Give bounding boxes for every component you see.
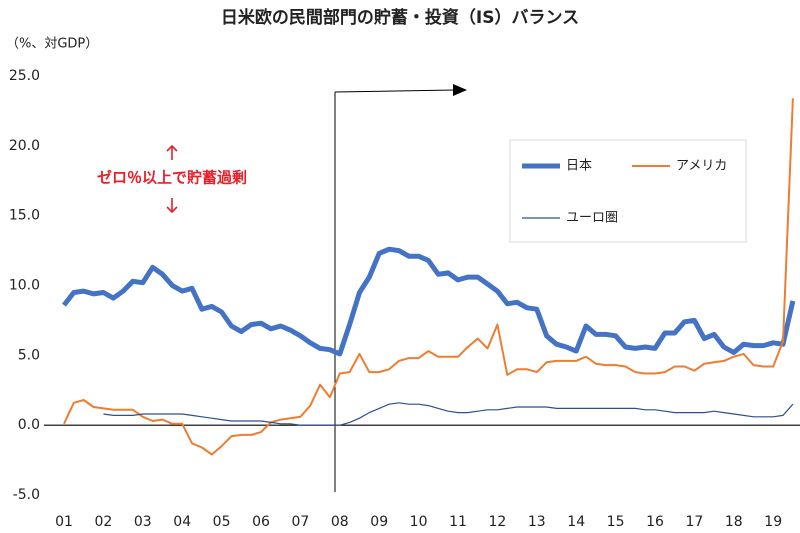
annotation: ゼロ％以上で貯蓄過剰 — [97, 169, 247, 187]
x-tick-label: 18 — [725, 514, 743, 530]
y-tick-label: 20.0 — [9, 138, 40, 154]
y-tick-label: 15.0 — [9, 208, 40, 224]
x-tick-label: 17 — [685, 514, 703, 530]
x-tick-label: 02 — [94, 514, 112, 530]
legend-label: 日本 — [566, 159, 592, 174]
series-line — [63, 98, 794, 456]
y-tick-label: 0.0 — [18, 417, 40, 433]
x-tick-label: 09 — [370, 514, 388, 530]
legend-label: アメリカ — [676, 159, 727, 174]
x-tick-label: 08 — [331, 514, 349, 530]
x-tick-label: 05 — [213, 514, 231, 530]
annotation-arrows — [166, 144, 178, 214]
legend — [509, 139, 747, 243]
x-tick-label: 16 — [646, 514, 664, 530]
x-tick-label: 15 — [607, 514, 625, 530]
x-tick-label: 10 — [410, 514, 428, 530]
y-tick-label: -5.0 — [13, 487, 40, 503]
y-tick-label: 25.0 — [9, 68, 40, 84]
chart-title: 日米欧の民間部門の貯蓄・投資（IS）バランス — [221, 7, 579, 28]
x-tick-label: 07 — [291, 514, 309, 530]
y-axis-label: （%、対GDP） — [6, 37, 98, 52]
x-tick-label: 06 — [252, 514, 270, 530]
series-line — [62, 246, 796, 357]
x-tick-label: 03 — [134, 514, 152, 530]
legend-label: ユーロ圏 — [566, 211, 618, 226]
x-tick-label: 04 — [173, 514, 191, 530]
x-tick-label: 12 — [488, 514, 506, 530]
x-tick-label: 13 — [528, 514, 546, 530]
x-tick-label: 01 — [55, 514, 73, 530]
x-tick-label: 14 — [567, 514, 585, 530]
y-tick-label: 10.0 — [9, 278, 40, 294]
y-tick-label: 5.0 — [18, 347, 40, 363]
period-marker — [334, 84, 467, 492]
x-tick-label: 19 — [764, 514, 782, 530]
series-line — [103, 402, 794, 426]
x-tick-label: 11 — [449, 514, 467, 530]
